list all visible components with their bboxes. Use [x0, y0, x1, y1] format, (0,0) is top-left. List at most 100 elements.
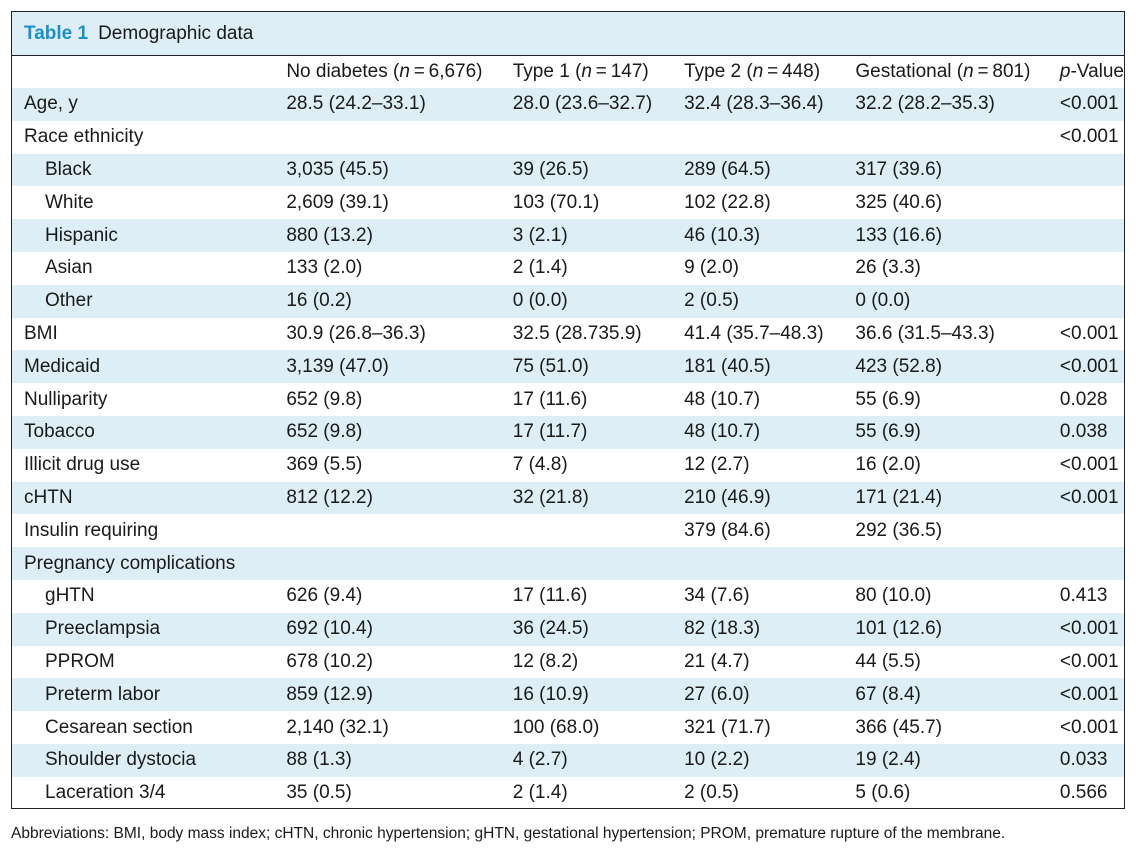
cell-p-value: <0.001	[1059, 126, 1119, 148]
cell-gestational: 0 (0.0)	[855, 290, 911, 312]
cell-no-diabetes: 692 (10.4)	[286, 618, 373, 640]
cell-gestational	[855, 121, 1060, 154]
cell-gestational: 325 (40.6)	[855, 191, 943, 213]
cell-no-diabetes: 35 (0.5)	[286, 782, 352, 804]
cell-no-diabetes: 812 (12.2)	[286, 486, 373, 508]
table-row: Black 3,035 (45.5) 39 (26.5) 289 (64.5) 317 …	[12, 153, 1124, 187]
cell-gestational: 55 (6.9)	[855, 421, 921, 443]
row-label: gHTN	[45, 585, 95, 607]
cell-type-1: 3 (2.1)	[512, 224, 568, 246]
cell-type-1: 17 (11.6)	[512, 585, 588, 607]
cell-gestational: 32.2 (28.2–35.3)	[855, 93, 995, 115]
row-label: Preeclampsia	[45, 618, 161, 640]
header-gestational: Gestational (n = 801)	[855, 61, 1031, 82]
cell-type-1: 2 (1.4)	[512, 257, 568, 279]
row-label: Hispanic	[45, 224, 118, 246]
table-row: Other 16 (0.2) 0 (0.0) 2 (0.5) 0 (0.0)	[12, 284, 1124, 318]
cell-no-diabetes: 880 (13.2)	[286, 224, 373, 246]
cell-p-value: 0.566	[1059, 782, 1108, 804]
cell-gestational: 366 (45.7)	[855, 716, 943, 738]
demographic-table: No diabetes (n = 6,676) Type 1 (n = 147)…	[12, 56, 1124, 810]
cell-p-value: 0.038	[1059, 421, 1108, 443]
cell-type-2: 21 (4.7)	[684, 650, 750, 672]
cell-p-value	[1060, 514, 1124, 547]
row-label: Preterm labor	[45, 683, 161, 705]
header-p-value: p-Value	[1059, 61, 1124, 82]
cell-type-1: 2 (1.4)	[512, 782, 568, 804]
table-row: Insulin requiring 379 (84.6) 292 (36.5)	[12, 514, 1124, 547]
cell-type-2: 48 (10.7)	[684, 388, 761, 410]
cell-type-2: 48 (10.7)	[684, 421, 761, 443]
cell-gestational: 292 (36.5)	[855, 519, 943, 541]
cell-gestational: 19 (2.4)	[855, 749, 921, 771]
cell-type-2: 9 (2.0)	[684, 257, 739, 279]
cell-type-1: 75 (51.0)	[512, 355, 589, 377]
cell-no-diabetes: 626 (9.4)	[286, 585, 363, 607]
table-row: Age, y 28.5 (24.2–33.1) 28.0 (23.6–32.7) 32…	[12, 88, 1124, 121]
cell-type-2: 46 (10.3)	[684, 224, 761, 246]
row-label: cHTN	[24, 486, 73, 508]
cell-gestational: 16 (2.0)	[855, 454, 921, 476]
cell-type-2: 2 (0.5)	[684, 290, 739, 312]
cell-type-1: 32 (21.8)	[512, 486, 589, 508]
cell-type-1: 16 (10.9)	[512, 683, 589, 705]
table-row: cHTN 812 (12.2) 32 (21.8) 210 (46.9) 171 (21…	[12, 481, 1124, 515]
cell-type-2: 181 (40.5)	[684, 355, 771, 377]
cell-gestational: 55 (6.9)	[855, 388, 921, 410]
table-row: White 2,609 (39.1) 103 (70.1) 102 (22.8) 325…	[12, 186, 1124, 219]
cell-no-diabetes: 2,609 (39.1)	[286, 191, 389, 213]
row-label: Illicit drug use	[24, 454, 141, 476]
cell-p-value	[1060, 219, 1124, 252]
cell-no-diabetes: 652 (9.8)	[286, 421, 363, 443]
cell-type-1: 28.0 (23.6–32.7)	[512, 93, 653, 115]
cell-type-2: 34 (7.6)	[684, 585, 750, 607]
cell-gestational: 101 (12.6)	[855, 618, 943, 640]
cell-gestational: 36.6 (31.5–43.3)	[855, 322, 995, 344]
row-label: Shoulder dystocia	[45, 749, 197, 771]
cell-type-1: 36 (24.5)	[512, 618, 589, 640]
cell-type-2: 41.4 (35.7–48.3)	[684, 322, 824, 344]
cell-type-2	[684, 547, 855, 580]
cell-p-value: <0.001	[1059, 650, 1119, 672]
table-row: Hispanic 880 (13.2) 3 (2.1) 46 (10.3) 133 (1…	[12, 219, 1124, 252]
cell-type-2: 379 (84.6)	[684, 519, 771, 541]
table-row: Laceration 3/4 35 (0.5) 2 (1.4) 2 (0.5) 5 (0…	[12, 777, 1124, 810]
cell-type-2	[684, 121, 855, 154]
cell-p-value: <0.001	[1059, 618, 1119, 640]
cell-p-value: 0.413	[1059, 585, 1108, 607]
cell-p-value	[1060, 154, 1124, 187]
cell-gestational: 171 (21.4)	[855, 486, 943, 508]
row-label: Nulliparity	[24, 388, 108, 410]
table-row: Medicaid 3,139 (47.0) 75 (51.0) 181 (40.5) 4…	[12, 350, 1124, 384]
table-caption: Demographic data	[98, 22, 254, 44]
cell-type-1: 7 (4.8)	[512, 454, 568, 476]
table-label: Table 1	[24, 22, 89, 44]
cell-type-1: 39 (26.5)	[512, 158, 589, 180]
table-frame: Table 1 Demographic data No diabetes (n …	[11, 11, 1125, 809]
row-label: White	[45, 191, 94, 213]
cell-gestational: 5 (0.6)	[855, 782, 911, 804]
cell-p-value: 0.033	[1059, 749, 1108, 771]
table-row: gHTN 626 (9.4) 17 (11.6) 34 (7.6) 80 (10.0) 0…	[12, 580, 1124, 613]
cell-type-2: 289 (64.5)	[684, 158, 771, 180]
cell-no-diabetes: 859 (12.9)	[286, 683, 373, 705]
cell-p-value: 0.028	[1059, 388, 1108, 410]
row-label: Asian	[45, 257, 93, 279]
header-row: No diabetes (n = 6,676) Type 1 (n = 147)…	[12, 56, 1124, 88]
cell-gestational: 80 (10.0)	[855, 585, 932, 607]
row-label: Race ethnicity	[24, 126, 144, 148]
table-row: Preeclampsia 692 (10.4) 36 (24.5) 82 (18.3)…	[12, 612, 1124, 646]
table-row: Preterm labor 859 (12.9) 16 (10.9) 27 (6.0)…	[12, 678, 1124, 712]
cell-p-value: <0.001	[1059, 322, 1119, 344]
cell-no-diabetes: 3,139 (47.0)	[286, 355, 389, 377]
table-row: Asian 133 (2.0) 2 (1.4) 9 (2.0) 26 (3.3)	[12, 252, 1124, 285]
row-label: Pregnancy complications	[24, 552, 236, 574]
row-label: PPROM	[45, 650, 115, 672]
cell-type-1	[513, 514, 684, 547]
cell-no-diabetes: 16 (0.2)	[286, 290, 352, 312]
row-label: Age, y	[24, 93, 78, 115]
table-row: Race ethnicity <0.001	[12, 121, 1124, 154]
cell-no-diabetes	[286, 547, 512, 580]
table-row: Illicit drug use 369 (5.5) 7 (4.8) 12 (2.7)…	[12, 449, 1124, 482]
cell-p-value	[1060, 186, 1124, 219]
